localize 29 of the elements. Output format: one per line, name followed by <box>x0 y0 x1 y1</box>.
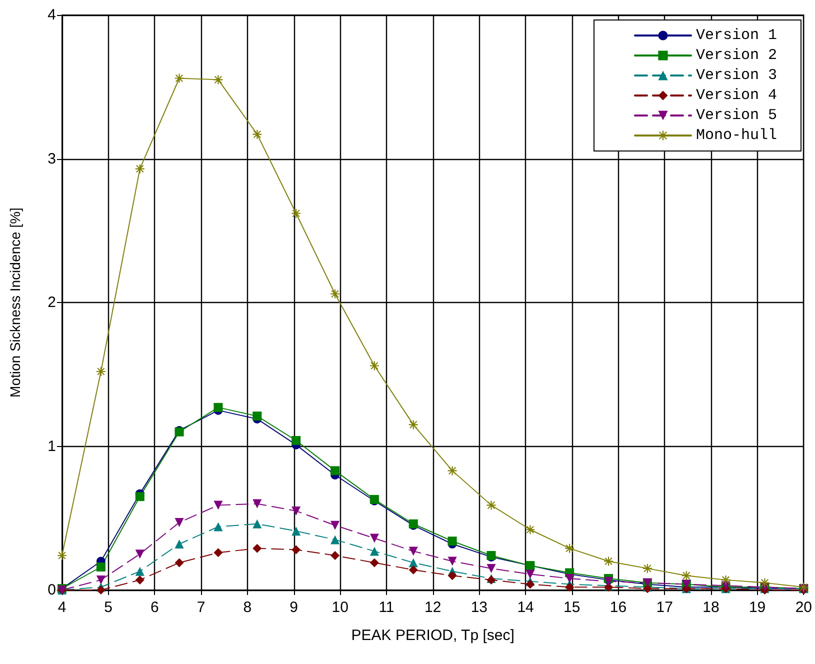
x-tick-label: 12 <box>424 599 442 616</box>
legend-label: Mono-hull <box>696 127 777 144</box>
x-tick-label: 20 <box>795 599 812 616</box>
x-tick-label: 9 <box>290 599 298 616</box>
x-tick-label: 6 <box>150 599 159 616</box>
legend-label: Version 2 <box>696 47 777 64</box>
x-tick-label: 18 <box>702 599 720 616</box>
x-tick-label: 16 <box>610 599 627 616</box>
y-tick-label: 4 <box>48 6 56 24</box>
x-tick-label: 10 <box>332 599 348 616</box>
legend-label: Version 3 <box>696 67 777 84</box>
x-tick-label: 14 <box>517 599 534 616</box>
y-tick-label: 0 <box>48 582 56 598</box>
x-tick-label: 15 <box>564 599 580 616</box>
x-axis-title: PEAK PERIOD, Tp [sec] <box>351 627 514 644</box>
x-tick-label: 7 <box>196 599 206 616</box>
x-tick-label: 17 <box>656 599 673 616</box>
legend-label: Version 1 <box>696 27 777 44</box>
y-tick-label: 1 <box>48 438 56 455</box>
y-tick-label: 2 <box>48 294 56 311</box>
y-axis-title: Motion Sickness Incidence [%] <box>7 208 23 398</box>
x-tick-label: 5 <box>104 599 113 616</box>
legend-label: Version 5 <box>696 107 777 124</box>
x-tick-label: 8 <box>243 599 252 616</box>
y-tick-label: 3 <box>48 150 56 168</box>
x-tick-label: 13 <box>470 599 488 616</box>
x-tick-label: 11 <box>378 599 394 616</box>
legend-label: Version 4 <box>696 87 777 104</box>
x-tick-label: 19 <box>748 599 766 616</box>
